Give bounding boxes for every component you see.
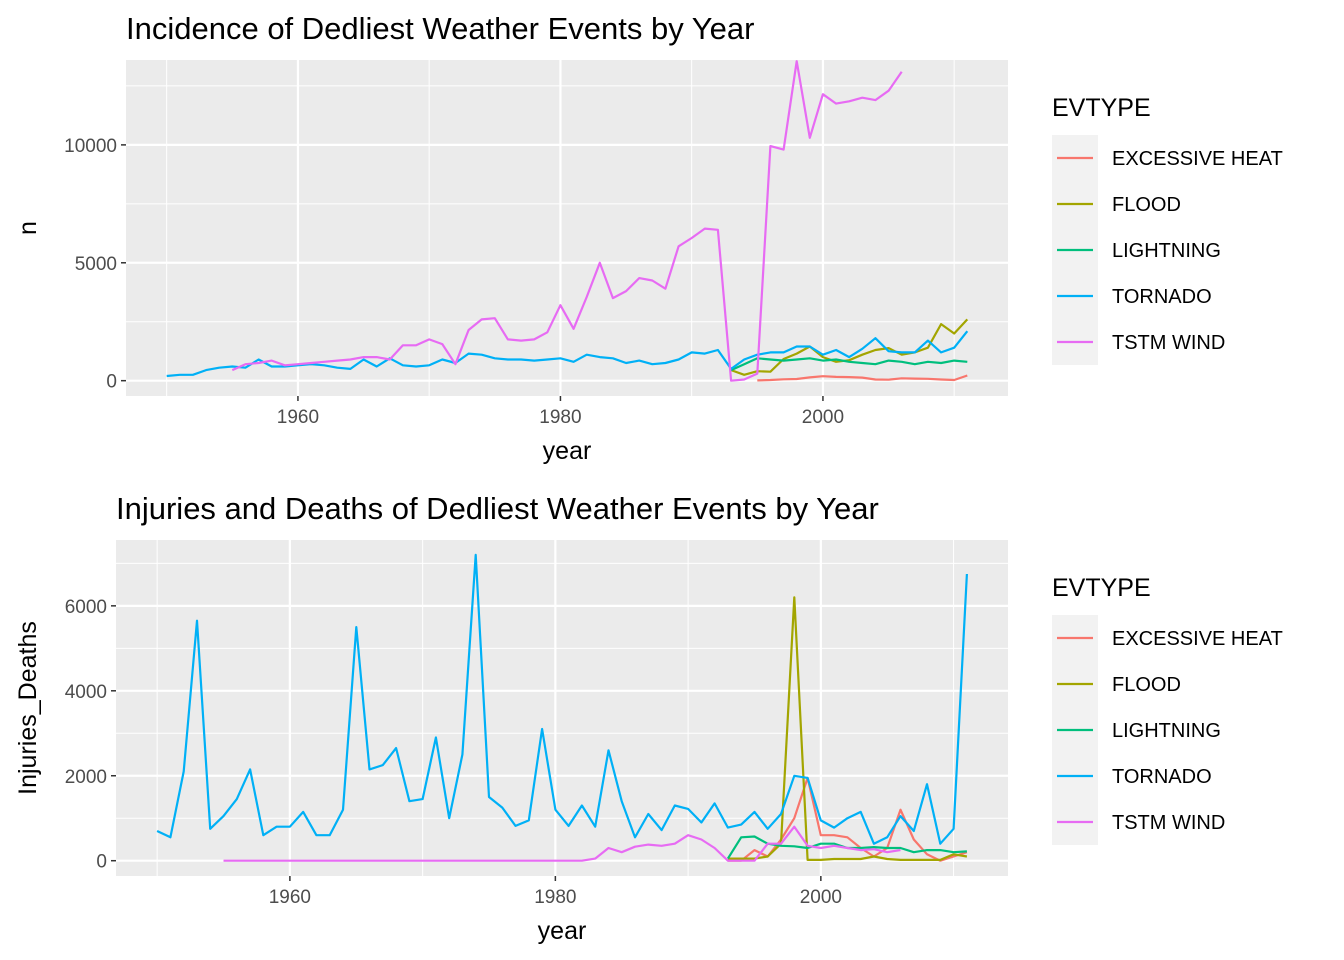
- bottom-legend: EVTYPE EXCESSIVE HEAT FLOOD LIGHTNING TORNA…: [1052, 574, 1283, 845]
- top-x-tick-label: 2000: [802, 407, 844, 428]
- top-chart: Incidence of Dedliest Weather Events by …: [14, 11, 1283, 465]
- bottom-y-ticks: 0 2000 4000 6000: [65, 597, 116, 873]
- bottom-series-line-tornado: [156, 553, 968, 845]
- top-legend-label: LIGHTNING: [1112, 240, 1221, 262]
- bottom-legend-label: EXCESSIVE HEAT: [1112, 628, 1283, 650]
- bottom-series-line-tstm-wind: [223, 825, 901, 862]
- bottom-legend-label: TSTM WIND: [1112, 812, 1225, 834]
- bottom-x-tick-label: 1960: [269, 887, 311, 908]
- bottom-y-axis-title: Injuries_Deaths: [14, 621, 42, 795]
- bottom-y-tick-label: 4000: [65, 682, 107, 703]
- top-chart-title: Incidence of Dedliest Weather Events by …: [126, 11, 754, 46]
- top-series-line-tstm-wind: [231, 60, 903, 382]
- top-x-axis-title: year: [543, 437, 592, 465]
- bottom-plot-panel: [116, 540, 1008, 876]
- bottom-x-axis-title: year: [538, 917, 587, 945]
- top-y-tick-label: 0: [106, 372, 117, 393]
- bottom-legend-label: TORNADO: [1112, 766, 1212, 788]
- top-grid: [126, 60, 1008, 396]
- top-series-line-excessive-heat: [757, 374, 968, 382]
- top-y-tick-label: 5000: [75, 254, 117, 275]
- bottom-x-tick-label: 2000: [800, 887, 842, 908]
- top-y-tick-label: 10000: [64, 136, 117, 157]
- top-x-ticks: 1960 1980 2000: [277, 396, 844, 428]
- top-legend-title: EVTYPE: [1052, 94, 1151, 122]
- bottom-y-tick-label: 2000: [65, 767, 107, 788]
- top-y-axis-title: n: [14, 221, 42, 235]
- bottom-chart-title: Injuries and Deaths of Dedliest Weather …: [116, 491, 879, 526]
- top-legend-label: TSTM WIND: [1112, 332, 1225, 354]
- top-legend: EVTYPE EXCESSIVE HEAT FLOOD LIGHTNING TORNA…: [1052, 94, 1283, 365]
- bottom-legend-title: EVTYPE: [1052, 574, 1151, 602]
- top-series-line-tornado: [166, 330, 969, 378]
- top-legend-label: EXCESSIVE HEAT: [1112, 148, 1283, 170]
- bottom-legend-label: FLOOD: [1112, 674, 1181, 696]
- bottom-legend-label: LIGHTNING: [1112, 720, 1221, 742]
- top-x-tick-label: 1980: [539, 407, 581, 428]
- top-y-ticks: 0 5000 10000: [64, 136, 126, 393]
- top-legend-label: TORNADO: [1112, 286, 1212, 308]
- top-legend-label: FLOOD: [1112, 194, 1181, 216]
- top-plot-panel: [126, 60, 1008, 396]
- bottom-y-tick-label: 6000: [65, 597, 107, 618]
- bottom-series-line-flood: [727, 596, 968, 862]
- bottom-chart: Injuries and Deaths of Dedliest Weather …: [14, 491, 1283, 945]
- top-x-tick-label: 1960: [277, 407, 319, 428]
- bottom-x-ticks: 1960 1980 2000: [269, 876, 842, 908]
- top-series-line-lightning: [730, 357, 968, 372]
- top-series-line-flood: [730, 318, 969, 376]
- bottom-y-tick-label: 0: [96, 852, 107, 873]
- top-series-lines: [166, 60, 969, 382]
- bottom-series-lines: [156, 553, 968, 862]
- bottom-x-tick-label: 1980: [534, 887, 576, 908]
